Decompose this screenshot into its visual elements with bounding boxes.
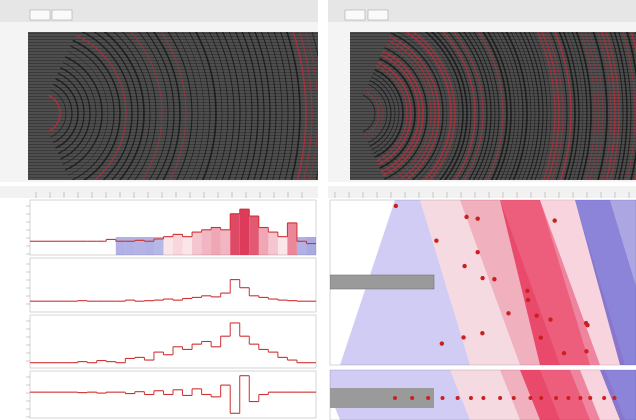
event-dot — [434, 239, 438, 243]
event-dot — [469, 396, 473, 400]
event-dot — [480, 331, 484, 335]
heat-cell — [116, 237, 126, 255]
event-dot — [584, 321, 588, 325]
event-dot — [462, 264, 466, 268]
event-dot — [612, 396, 616, 400]
heat-cell — [221, 230, 231, 255]
event-dot — [498, 396, 502, 400]
event-dot — [525, 289, 529, 293]
heat-cell — [249, 216, 259, 255]
selection — [330, 388, 434, 408]
event-dot — [562, 351, 566, 355]
event-dot — [393, 396, 397, 400]
heat-cell — [135, 237, 145, 255]
heat-cell — [306, 237, 316, 255]
plot-frame — [30, 315, 316, 368]
event-dot — [441, 396, 445, 400]
tab[interactable] — [30, 10, 50, 20]
header-axis — [0, 186, 318, 198]
event-dot — [394, 204, 398, 208]
heat-cell — [287, 223, 297, 255]
event-dot — [426, 396, 430, 400]
heat-cell — [202, 230, 212, 255]
screen — [0, 0, 636, 420]
heat-cell — [230, 214, 240, 255]
heat-cell — [297, 237, 307, 255]
plot-frame — [30, 258, 316, 312]
tab[interactable] — [345, 10, 365, 20]
event-dot — [552, 218, 556, 222]
event-dot — [588, 396, 592, 400]
event-dot — [410, 396, 414, 400]
heat-cell — [192, 232, 202, 255]
heat-cell — [144, 237, 154, 255]
heat-cell — [154, 237, 164, 255]
event-dot — [584, 349, 588, 353]
event-dot — [456, 396, 460, 400]
bands — [320, 370, 636, 420]
heat-cell — [240, 209, 250, 255]
event-dot — [480, 276, 484, 280]
event-dot — [461, 335, 465, 339]
event-dot — [602, 396, 606, 400]
event-dot — [566, 396, 570, 400]
heat-cell — [278, 237, 288, 255]
heat-cell — [163, 237, 173, 255]
event-dot — [475, 217, 479, 221]
event-dot — [578, 396, 582, 400]
heat-cell — [183, 237, 193, 255]
header-axis — [328, 186, 636, 198]
tab[interactable] — [368, 10, 388, 20]
event-dot — [548, 317, 552, 321]
event-dot — [475, 250, 479, 254]
heat-cell — [211, 228, 221, 256]
event-dot — [554, 396, 558, 400]
event-dot — [492, 277, 496, 281]
selection — [330, 275, 434, 289]
event-dot — [464, 215, 468, 219]
event-dot — [506, 311, 510, 315]
event-dot — [526, 298, 530, 302]
heat-cell — [173, 234, 183, 255]
heat-cell — [259, 228, 269, 256]
event-dot — [512, 396, 516, 400]
event-dot — [529, 396, 533, 400]
event-dot — [440, 341, 444, 345]
event-dot — [539, 335, 543, 339]
event-dot — [539, 396, 543, 400]
heat-cell — [125, 237, 135, 255]
heat-cell — [268, 232, 278, 255]
event-dot — [534, 314, 538, 318]
tab[interactable] — [52, 10, 72, 20]
event-dot — [481, 396, 485, 400]
